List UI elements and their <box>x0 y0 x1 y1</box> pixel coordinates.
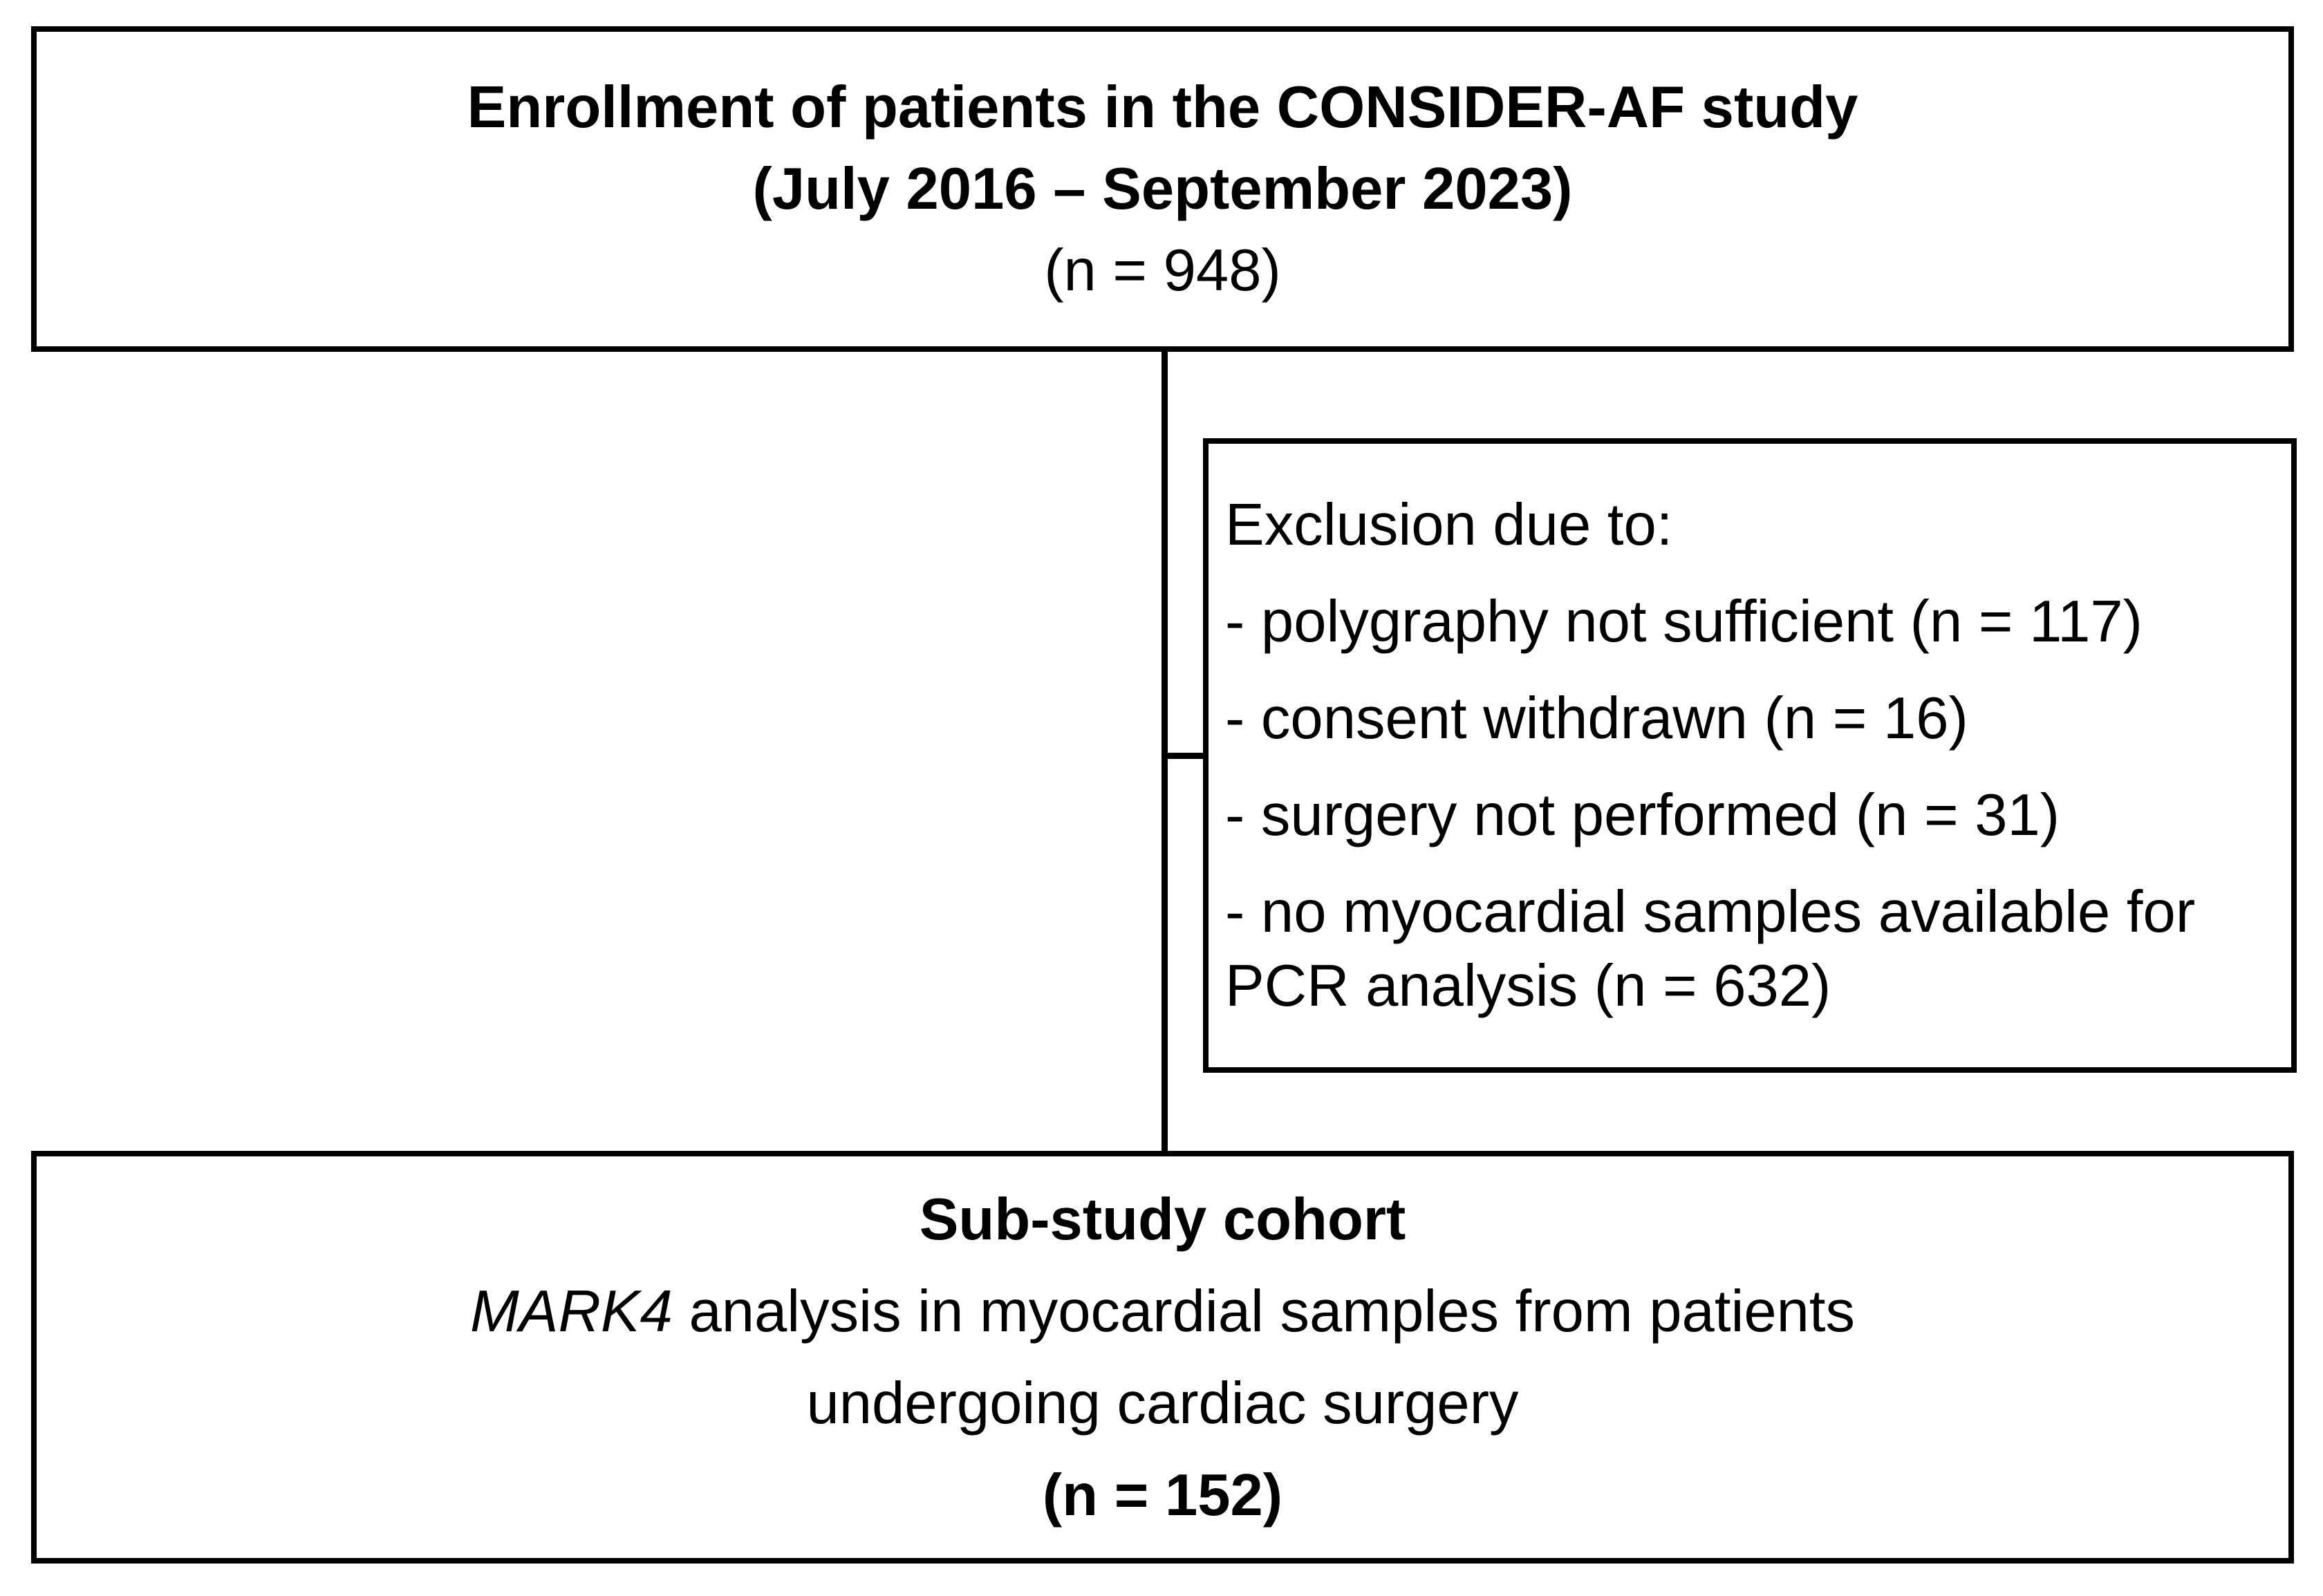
exclusion-item-surgery: - surgery not performed (n = 31) <box>1225 782 2060 848</box>
vertical-connector-line <box>1162 349 1168 1154</box>
exclusion-item-polygraphy: - polygraphy not sufficient (n = 117) <box>1225 589 2143 655</box>
exclusion-branch-line <box>1164 753 1209 759</box>
exclusion-title: Exclusion due to: <box>1225 492 1673 558</box>
substudy-description-rest: analysis in myocardial samples from pati… <box>672 1278 1855 1344</box>
exclusion-item-consent: - consent withdrawn (n = 16) <box>1225 686 1968 751</box>
substudy-cohort-box: Sub-study cohort MARK4 analysis in myoca… <box>31 1151 2294 1564</box>
exclusion-box: Exclusion due to: - polygraphy not suffi… <box>1203 438 2297 1073</box>
gene-name-mark4: MARK4 <box>470 1278 673 1344</box>
enrollment-period: (July 2016 – September 2023) <box>752 156 1573 222</box>
exclusion-item-samples: - no myocardial samples available for PC… <box>1225 879 2196 1019</box>
substudy-description-line1: MARK4 analysis in myocardial samples fro… <box>470 1266 1855 1358</box>
substudy-count: (n = 152) <box>1042 1462 1283 1528</box>
enrollment-box: Enrollment of patients in the CONSIDER-A… <box>31 26 2294 352</box>
substudy-title: Sub-study cohort <box>919 1186 1406 1252</box>
substudy-description-line2: undergoing cardiac surgery <box>806 1370 1519 1436</box>
enrollment-count: (n = 948) <box>1044 237 1281 303</box>
enrollment-title: Enrollment of patients in the CONSIDER-A… <box>467 74 1858 140</box>
